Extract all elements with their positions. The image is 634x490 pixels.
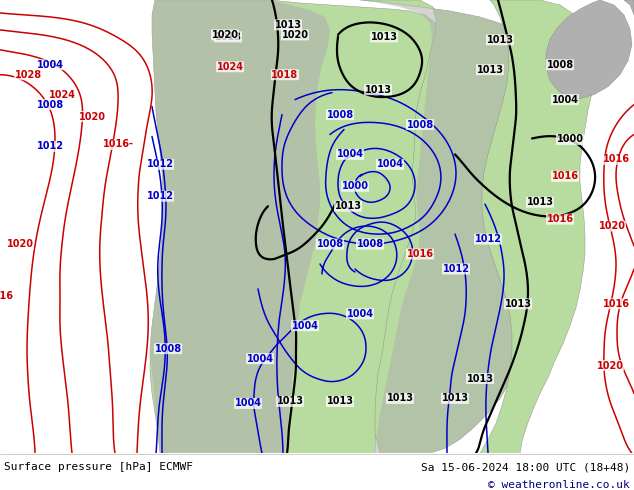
Text: 1004: 1004 [292, 321, 318, 331]
Text: 1020: 1020 [212, 30, 238, 40]
Text: 1013: 1013 [505, 299, 531, 309]
Text: 1013: 1013 [526, 197, 553, 207]
Text: 1013: 1013 [486, 35, 514, 45]
Text: 1000: 1000 [557, 134, 583, 145]
Text: 1000: 1000 [342, 181, 368, 191]
Text: 1018: 1018 [271, 70, 299, 80]
Text: 1008: 1008 [547, 60, 574, 70]
Text: 1012: 1012 [37, 142, 63, 151]
Text: 1012: 1012 [443, 264, 470, 274]
Text: 1004: 1004 [377, 159, 403, 170]
Text: 1004: 1004 [337, 149, 363, 159]
Text: 1013: 1013 [365, 85, 392, 95]
Text: 1013: 1013 [327, 396, 354, 406]
Text: 1008: 1008 [155, 343, 181, 354]
Text: 1020: 1020 [281, 30, 309, 40]
Text: 1008: 1008 [36, 99, 63, 110]
Text: 1013: 1013 [441, 393, 469, 403]
Text: 1012: 1012 [474, 234, 501, 244]
Text: 1013: 1013 [387, 393, 413, 403]
Text: 1013: 1013 [275, 20, 302, 30]
Polygon shape [150, 0, 438, 453]
Polygon shape [546, 0, 632, 98]
Text: 1004: 1004 [552, 95, 578, 105]
Text: 1020: 1020 [598, 221, 626, 231]
Polygon shape [480, 0, 595, 453]
Text: 1020: 1020 [79, 112, 105, 122]
Text: 1016: 1016 [547, 214, 574, 224]
Text: 1016: 1016 [602, 299, 630, 309]
Text: 1004: 1004 [37, 60, 63, 70]
Text: 1024: 1024 [48, 90, 75, 99]
Polygon shape [360, 0, 550, 453]
Text: 1028: 1028 [15, 70, 42, 80]
Text: Surface pressure [hPa] ECMWF: Surface pressure [hPa] ECMWF [4, 462, 193, 472]
Polygon shape [150, 0, 330, 453]
Text: 1016: 1016 [0, 291, 13, 301]
Text: 1013: 1013 [276, 396, 304, 406]
Text: 1012: 1012 [146, 159, 174, 170]
Text: 1012: 1012 [146, 191, 174, 201]
Text: 1004: 1004 [247, 354, 273, 364]
Text: 1013: 1013 [370, 32, 398, 42]
Text: 1013: 1013 [214, 32, 242, 42]
Text: 1008: 1008 [356, 239, 384, 249]
Text: 1004: 1004 [347, 309, 373, 319]
Text: 1013: 1013 [467, 373, 493, 384]
Text: Sa 15-06-2024 18:00 UTC (18+48): Sa 15-06-2024 18:00 UTC (18+48) [421, 462, 630, 472]
Text: 1008: 1008 [406, 120, 434, 129]
Text: 1016-: 1016- [103, 140, 134, 149]
Text: 1013: 1013 [477, 65, 503, 75]
Text: 1020: 1020 [6, 239, 34, 249]
Text: 1008: 1008 [316, 239, 344, 249]
Text: 1016: 1016 [406, 249, 434, 259]
Text: 1024: 1024 [216, 62, 243, 72]
Text: © weatheronline.co.uk: © weatheronline.co.uk [488, 480, 630, 490]
Text: 1020: 1020 [597, 361, 623, 370]
Text: 1013: 1013 [335, 201, 361, 211]
Text: 1016: 1016 [602, 154, 630, 164]
Polygon shape [360, 0, 550, 453]
Polygon shape [624, 0, 634, 15]
Text: 1008: 1008 [327, 110, 354, 120]
Text: 1016: 1016 [552, 172, 578, 181]
Text: 1004: 1004 [235, 398, 261, 409]
